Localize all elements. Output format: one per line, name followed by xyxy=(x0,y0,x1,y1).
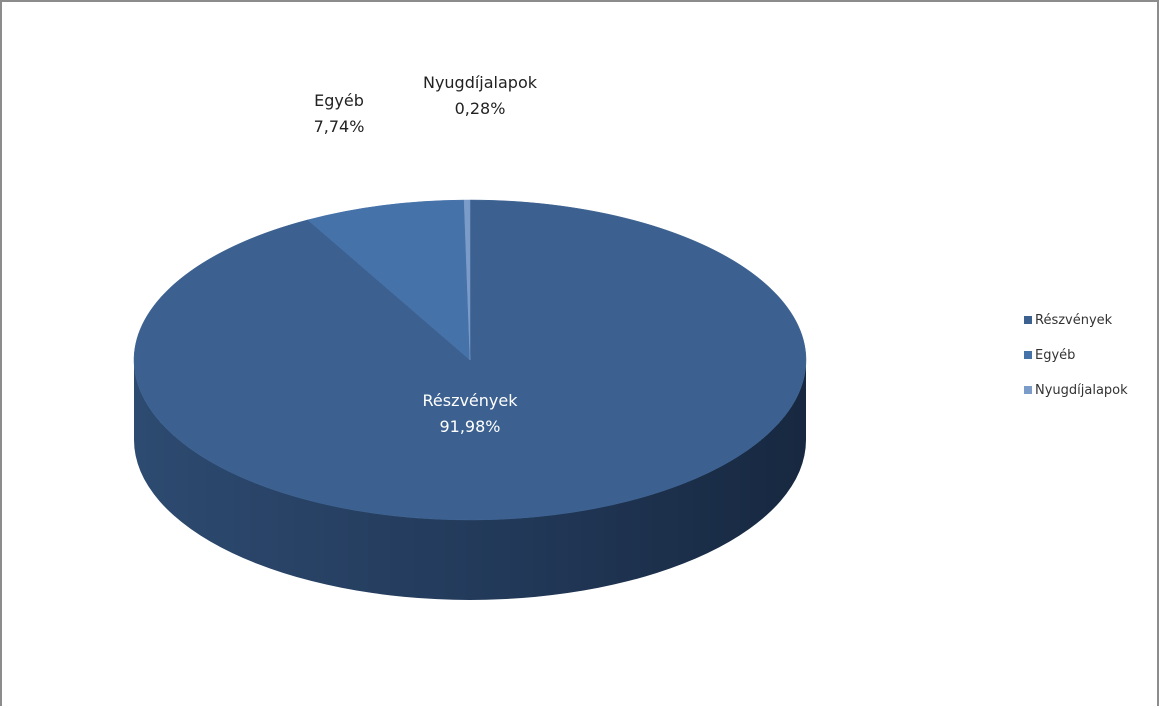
data-label-value: 7,74% xyxy=(314,117,365,136)
legend-entry: Nyugdíjalapok xyxy=(1035,383,1128,398)
data-label-name: Nyugdíjalapok xyxy=(423,73,538,92)
data-label-name: Részvények xyxy=(422,391,518,410)
data-labels: Részvények 91,98% Egyéb 7,74% Nyugdíjalapok 0… xyxy=(314,73,538,436)
data-label-name: Egyéb xyxy=(314,91,364,110)
legend-swatch xyxy=(1024,316,1032,324)
pie-side-részvények xyxy=(134,360,806,600)
legend-entry: Részvények xyxy=(1035,313,1113,328)
legend: Részvények Egyéb Nyugdíjalapok xyxy=(1024,313,1128,398)
pie-slice-nyugdíjalapok xyxy=(463,199,471,361)
legend-swatch xyxy=(1024,386,1032,394)
legend-swatch xyxy=(1024,351,1032,359)
data-label-value: 0,28% xyxy=(455,99,506,118)
data-label-value: 91,98% xyxy=(439,417,500,436)
legend-entry: Egyéb xyxy=(1035,348,1075,363)
pie-slice-egyéb xyxy=(307,199,471,361)
pie-group xyxy=(133,199,807,600)
